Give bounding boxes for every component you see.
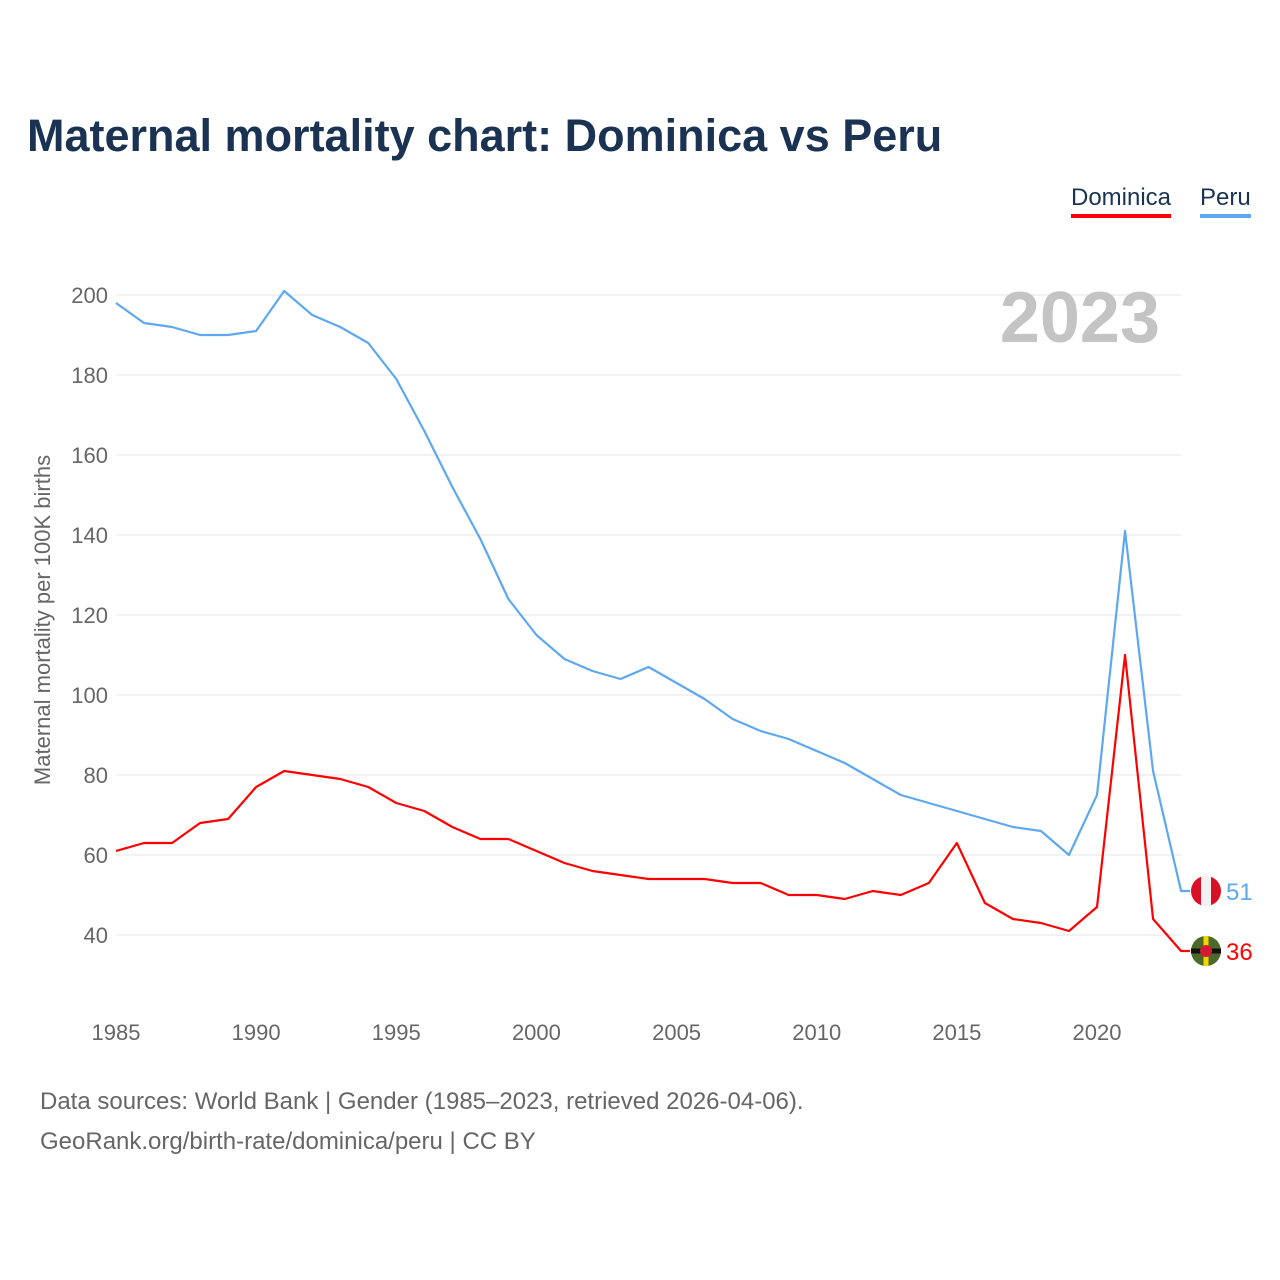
flag-disc xyxy=(1200,945,1212,957)
end-value-label-dominica: 36 xyxy=(1226,939,1253,966)
flag-white-band xyxy=(1201,876,1211,906)
chart-title: Maternal mortality chart: Dominica vs Pe… xyxy=(27,110,943,161)
x-tick-label: 2005 xyxy=(652,1020,701,1045)
legend-dominica[interactable]: Dominica xyxy=(1071,184,1172,218)
y-tick-label: 80 xyxy=(84,763,108,788)
series-line-dominica xyxy=(115,653,1190,953)
x-tick-label: 2015 xyxy=(932,1020,981,1045)
flag-icon-peru xyxy=(1191,876,1221,906)
y-axis-label: Maternal mortality per 100K births xyxy=(30,455,55,785)
source-note: Data sources: World Bank | Gender (1985–… xyxy=(40,1088,804,1115)
series-line-peru xyxy=(115,289,1190,893)
y-tick-label: 60 xyxy=(84,843,108,868)
x-tick-label: 1990 xyxy=(232,1020,281,1045)
x-tick-label: 1985 xyxy=(92,1020,141,1045)
flag-icon-dominica xyxy=(1191,936,1221,966)
y-tick-label: 200 xyxy=(71,283,108,308)
year-label: 2023 xyxy=(1000,278,1160,358)
y-tick-label: 120 xyxy=(71,603,108,628)
source-link[interactable]: GeoRank.org/birth-rate/dominica/peru | C… xyxy=(40,1128,536,1155)
y-tick-label: 40 xyxy=(84,923,108,948)
x-tick-label: 2020 xyxy=(1073,1020,1122,1045)
legend-peru[interactable]: Peru xyxy=(1200,184,1251,218)
y-tick-label: 160 xyxy=(71,443,108,468)
x-tick-label: 2000 xyxy=(512,1020,561,1045)
end-value-label-peru: 51 xyxy=(1226,879,1253,906)
y-tick-label: 140 xyxy=(71,523,108,548)
x-tick-label: 2010 xyxy=(792,1020,841,1045)
y-tick-label: 180 xyxy=(71,363,108,388)
y-tick-label: 100 xyxy=(71,683,108,708)
x-tick-label: 1995 xyxy=(372,1020,421,1045)
